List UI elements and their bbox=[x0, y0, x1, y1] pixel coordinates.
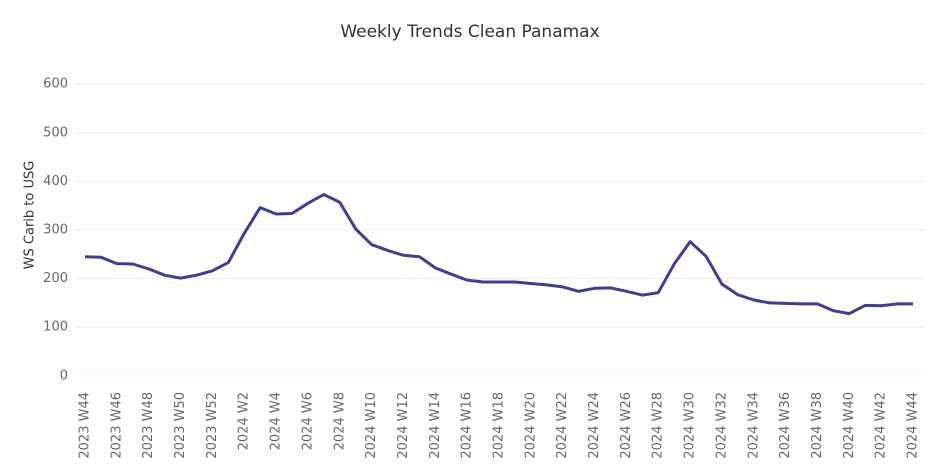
x-tick-label: 2024 W40 bbox=[842, 392, 857, 459]
y-axis-title: WS Carib to USG bbox=[23, 161, 38, 270]
x-tick-label: 2024 W12 bbox=[396, 392, 411, 459]
x-tick-label: 2024 W30 bbox=[683, 392, 698, 459]
y-tick-label: 600 bbox=[43, 77, 68, 92]
x-tick-label: 2024 W38 bbox=[810, 392, 825, 459]
y-tick-label: 300 bbox=[43, 223, 68, 238]
x-tick-label: 2023 W50 bbox=[173, 392, 188, 459]
data-line bbox=[84, 193, 913, 316]
x-tick-label: 2024 W28 bbox=[651, 392, 666, 459]
x-tick-label: 2024 W44 bbox=[906, 392, 921, 459]
x-tick-label: 2024 W2 bbox=[237, 392, 252, 450]
y-tick-label: 500 bbox=[43, 125, 68, 140]
x-tick-label: 2024 W18 bbox=[492, 392, 507, 459]
x-tick-label: 2024 W32 bbox=[714, 392, 729, 459]
x-tick-label: 2024 W20 bbox=[523, 392, 538, 459]
x-tick-label: 2023 W46 bbox=[109, 392, 124, 459]
x-tick-label: 2024 W4 bbox=[269, 392, 284, 450]
x-tick-label: 2024 W8 bbox=[332, 392, 347, 450]
chart-title: Weekly Trends Clean Panamax bbox=[340, 22, 599, 42]
x-tick-label: 2023 W48 bbox=[141, 392, 156, 459]
y-tick-label: 400 bbox=[43, 174, 68, 189]
x-tick-label: 2024 W22 bbox=[555, 392, 570, 459]
y-tick-label: 0 bbox=[60, 368, 68, 383]
x-tick-label: 2024 W6 bbox=[300, 392, 315, 450]
x-tick-label: 2024 W42 bbox=[874, 392, 889, 459]
y-tick-label: 100 bbox=[43, 320, 68, 335]
x-tick-label: 2024 W16 bbox=[460, 392, 475, 459]
x-tick-label: 2024 W34 bbox=[746, 392, 761, 459]
x-tick-label: 2024 W24 bbox=[587, 392, 602, 459]
y-tick-label: 200 bbox=[43, 271, 68, 286]
x-tick-label: 2024 W14 bbox=[428, 392, 443, 459]
x-tick-label: 2024 W36 bbox=[778, 392, 793, 459]
x-tick-label: 2023 W52 bbox=[205, 392, 220, 459]
x-tick-label: 2024 W10 bbox=[364, 392, 379, 459]
x-tick-label: 2024 W26 bbox=[619, 392, 634, 459]
x-tick-label: 2023 W44 bbox=[78, 392, 93, 459]
